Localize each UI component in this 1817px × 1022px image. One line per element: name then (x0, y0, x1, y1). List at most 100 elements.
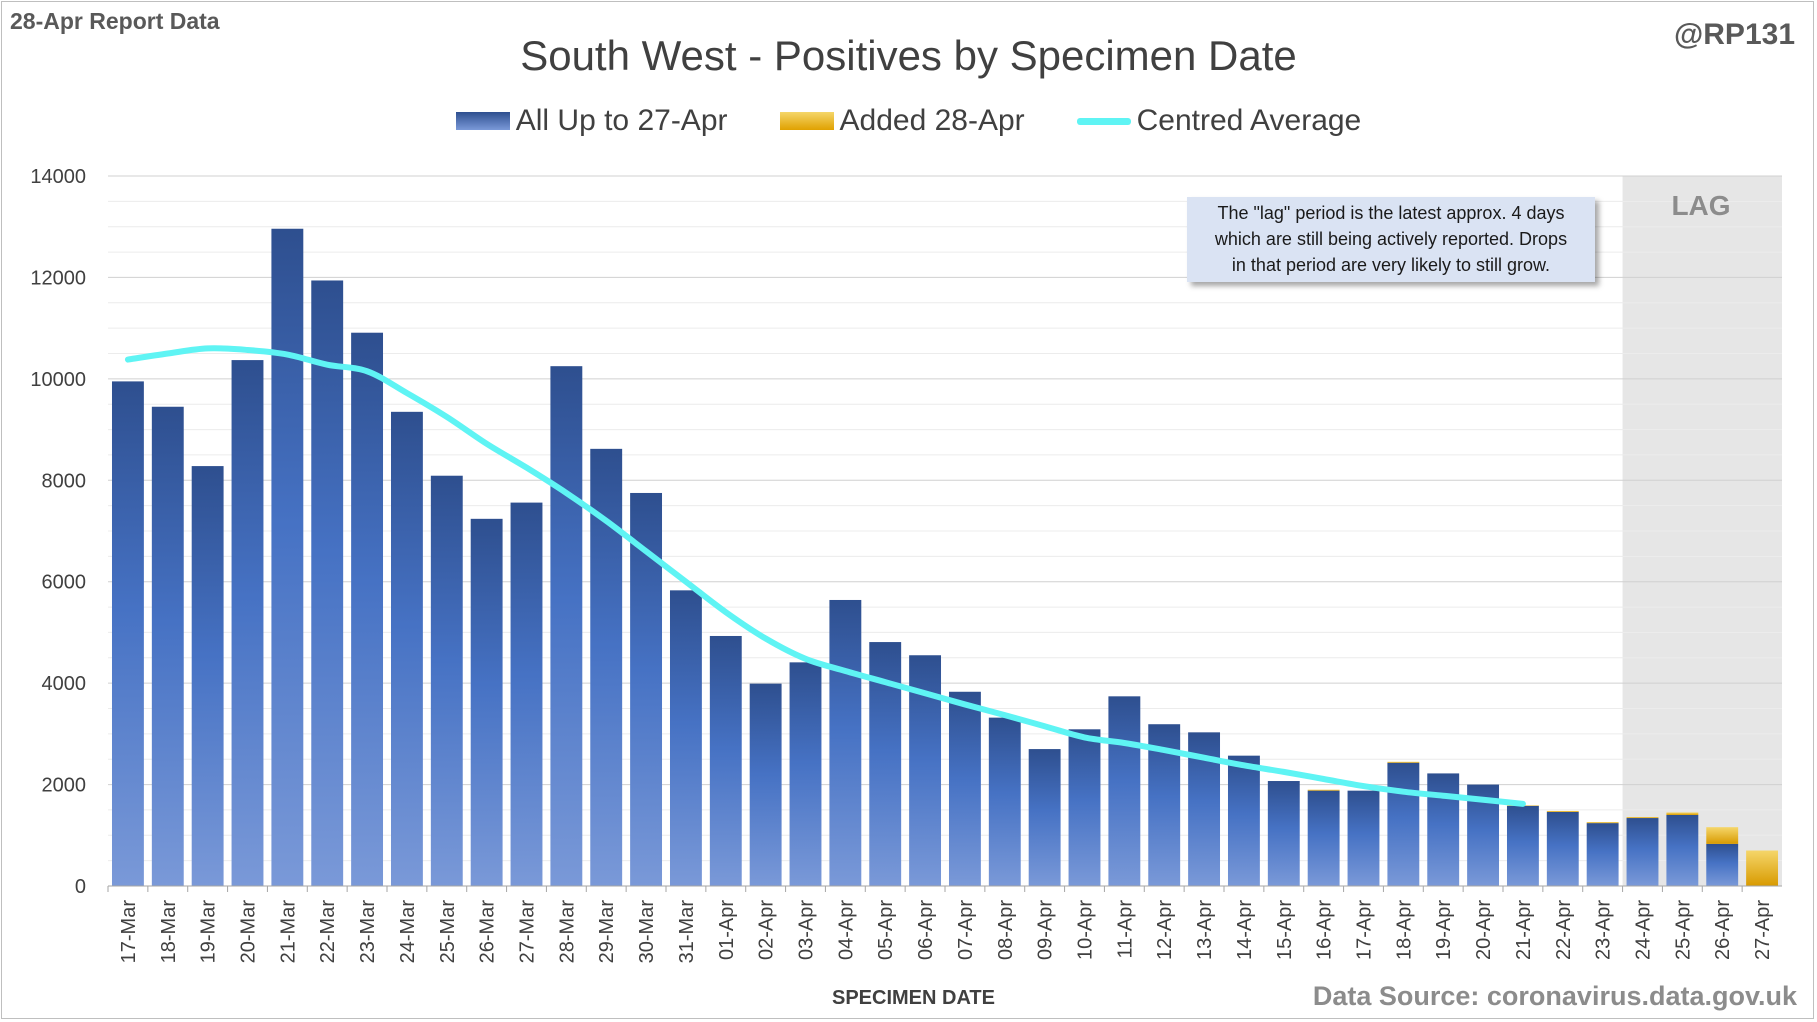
x-tick-label: 14-Apr (1234, 900, 1256, 960)
bar-all-up-to (829, 599, 862, 886)
x-tick-label: 16-Apr (1314, 900, 1336, 960)
x-tick-label: 21-Mar (277, 900, 299, 964)
y-tick-label: 12000 (30, 267, 86, 289)
bar-all-up-to (1387, 762, 1420, 886)
x-axis-title: SPECIMEN DATE (832, 987, 995, 1009)
x-axis-ticks: 17-Mar 18-Mar 19-Mar 20-Mar 21-Mar 22-Mar 23-M… (107, 886, 1774, 964)
x-tick-label: 25-Apr (1672, 900, 1694, 960)
x-tick-label: 04-Apr (835, 900, 857, 960)
bar-all-up-to (390, 411, 423, 886)
x-tick-label: 26-Mar (477, 900, 499, 964)
bar-added (1746, 850, 1779, 886)
bar-all-up-to (669, 590, 702, 886)
x-tick-label: 22-Mar (317, 900, 339, 964)
x-tick-label: 29-Mar (596, 900, 618, 964)
x-tick-label: 19-Mar (198, 900, 220, 964)
bar-all-up-to (351, 332, 384, 886)
legend-label-average: Centred Average (1136, 104, 1362, 137)
legend-label-all-up-to: All Up to 27-Apr (515, 104, 728, 137)
x-tick-label: 22-Apr (1553, 900, 1575, 960)
x-tick-label: 20-Mar (238, 900, 260, 964)
y-tick-label: 0 (75, 876, 86, 898)
bar-all-up-to (1586, 823, 1619, 886)
bar-all-up-to (789, 662, 822, 886)
data-source: Data Source: coronavirus.data.gov.uk (1312, 981, 1797, 1011)
bar-all-up-to (1347, 790, 1380, 886)
bar-added (1706, 827, 1739, 844)
bar-all-up-to (1108, 696, 1141, 886)
average-line-group (124, 345, 1526, 807)
legend-label-added: Added 28-Apr (839, 104, 1025, 137)
bar-all-up-to (231, 360, 264, 886)
x-tick-label: 19-Apr (1433, 900, 1455, 960)
x-tick-label: 05-Apr (875, 900, 897, 960)
bar-all-up-to (1506, 805, 1539, 886)
bar-all-up-to (1068, 729, 1101, 886)
y-tick-label: 6000 (42, 572, 87, 594)
x-tick-label: 02-Apr (756, 900, 778, 960)
x-tick-label: 27-Mar (517, 900, 539, 964)
bar-all-up-to (311, 280, 344, 886)
x-tick-label: 24-Apr (1633, 900, 1655, 960)
x-tick-label: 17-Apr (1354, 900, 1376, 960)
x-tick-label: 25-Mar (437, 900, 459, 964)
bar-all-up-to (1227, 755, 1260, 886)
x-tick-label: 18-Mar (158, 900, 180, 964)
bar-added (1586, 822, 1619, 824)
legend-swatch-line (1076, 117, 1131, 125)
x-tick-label: 12-Apr (1154, 900, 1176, 960)
x-tick-label: 10-Apr (1075, 900, 1097, 960)
x-tick-label: 30-Mar (636, 900, 658, 964)
bar-all-up-to (1427, 773, 1460, 886)
bar-all-up-to (1666, 815, 1699, 886)
x-tick-label: 24-Mar (397, 900, 419, 964)
bar-all-up-to (510, 502, 543, 886)
x-tick-label: 07-Apr (955, 900, 977, 960)
bar-added (1546, 810, 1579, 812)
x-tick-label: 17-Mar (118, 900, 140, 964)
bar-all-up-to (948, 691, 981, 886)
bar-added (1307, 789, 1340, 791)
author-handle: @RP131 (1674, 18, 1795, 51)
legend-item-average: Centred Average (1076, 104, 1362, 138)
bar-all-up-to (1307, 790, 1340, 886)
x-tick-label: 28-Mar (556, 900, 578, 964)
average-line (124, 345, 1526, 807)
y-tick-label: 14000 (30, 166, 86, 188)
x-tick-label: 23-Mar (357, 900, 379, 964)
y-tick-label: 8000 (42, 470, 87, 492)
bar-all-up-to (709, 635, 742, 886)
lag-note-line-3: in that period are very likely to still … (1231, 255, 1551, 275)
x-tick-label: 13-Apr (1194, 900, 1216, 960)
bar-all-up-to (1706, 843, 1739, 886)
bar-all-up-to (430, 475, 463, 886)
x-tick-label: 27-Apr (1752, 900, 1774, 960)
x-tick-label: 20-Apr (1473, 900, 1495, 960)
bar-added (1666, 812, 1699, 815)
bar-all-up-to (988, 717, 1021, 886)
bar-all-up-to (271, 228, 304, 886)
legend-swatch-gold (779, 112, 834, 130)
bar-all-up-to (151, 406, 184, 886)
x-tick-label: 11-Apr (1114, 900, 1136, 959)
lag-label: LAG (1671, 190, 1731, 221)
x-tick-label: 26-Apr (1712, 900, 1734, 960)
legend-swatch-blue (455, 112, 510, 130)
bar-all-up-to (191, 466, 224, 886)
bar-all-up-to (1267, 781, 1300, 886)
lag-note-line-1: The "lag" period is the latest approx. 4… (1217, 203, 1565, 223)
bars (111, 228, 1779, 886)
lag-note-line-2: which are still being actively reported.… (1214, 229, 1568, 249)
y-tick-label: 2000 (42, 775, 87, 797)
x-tick-label: 21-Apr (1513, 900, 1535, 960)
bar-all-up-to (749, 683, 782, 886)
x-tick-label: 31-Mar (676, 900, 698, 964)
x-tick-label: 06-Apr (915, 900, 937, 960)
bar-all-up-to (470, 518, 503, 886)
x-tick-label: 08-Apr (995, 900, 1017, 960)
x-tick-label: 18-Apr (1393, 900, 1415, 960)
bar-all-up-to (1626, 818, 1659, 886)
chart-title: South West - Positives by Specimen Date (520, 32, 1297, 79)
